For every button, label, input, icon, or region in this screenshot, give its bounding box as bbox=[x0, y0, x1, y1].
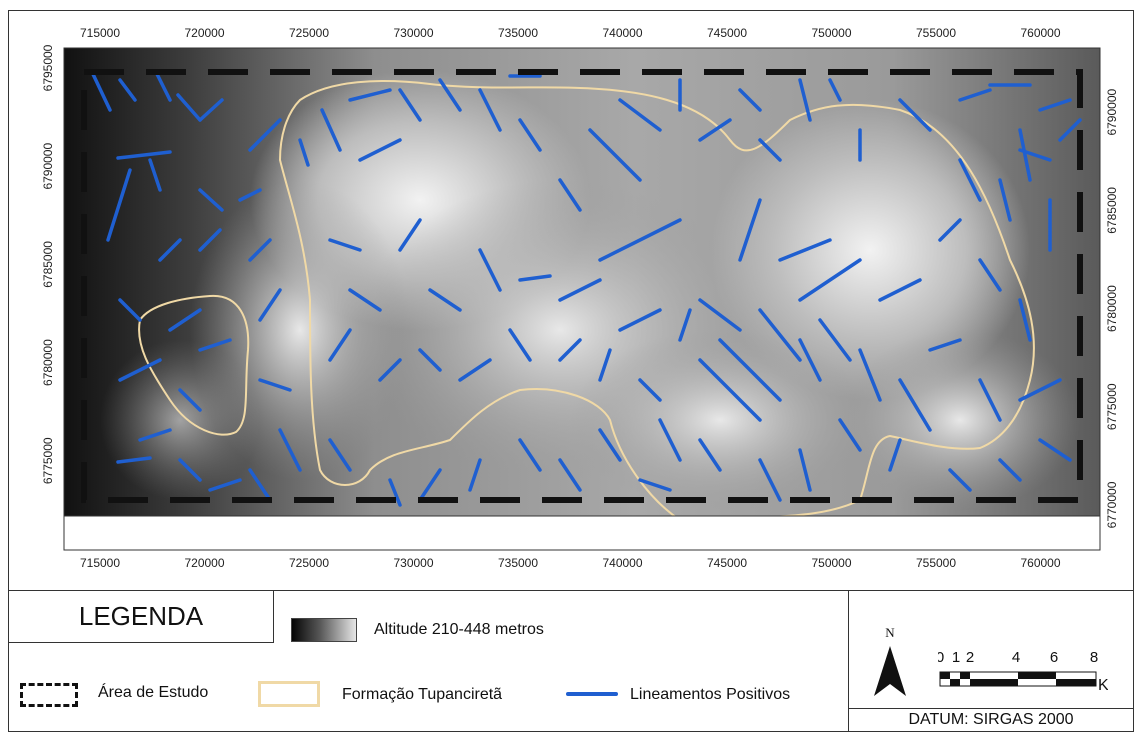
y-tick-label-right: 6790000 bbox=[1105, 89, 1119, 136]
map-panel: 715000 720000 725000 730000 735000 740000 7450… bbox=[41, 26, 1119, 570]
x-tick-label-top: 740000 bbox=[602, 26, 642, 40]
x-tick-label-bottom: 760000 bbox=[1020, 556, 1060, 570]
altitude-ramp bbox=[291, 618, 357, 642]
formation-label: Formação Tupanciretã bbox=[342, 686, 503, 703]
map-frame bbox=[8, 10, 1134, 732]
study-area-symbol bbox=[20, 683, 78, 707]
x-tick-label-top: 755000 bbox=[916, 26, 956, 40]
x-tick-label-top: 750000 bbox=[811, 26, 851, 40]
y-tick-label-left: 6795000 bbox=[41, 44, 55, 91]
lineaments-symbol bbox=[566, 692, 618, 696]
scale-tick-label: 1 bbox=[952, 649, 960, 666]
scale-tick-label: 0 bbox=[938, 649, 944, 666]
legend-divider bbox=[848, 590, 849, 732]
datum-label: DATUM: SIRGAS 2000 bbox=[908, 711, 1074, 728]
y-axis-left: 6795000 6790000 6785000 6780000 6775000 bbox=[41, 44, 55, 484]
y-tick-label-left: 6780000 bbox=[41, 339, 55, 386]
north-label: N bbox=[885, 625, 895, 640]
y-tick-label-left: 6775000 bbox=[41, 437, 55, 484]
scale-tick-label: 6 bbox=[1050, 649, 1058, 666]
x-tick-label-top: 715000 bbox=[80, 26, 120, 40]
north-arrow-icon: N bbox=[874, 625, 906, 696]
x-tick-label-bottom: 730000 bbox=[393, 556, 433, 570]
x-tick-label-bottom: 720000 bbox=[184, 556, 224, 570]
x-tick-label-top: 735000 bbox=[498, 26, 538, 40]
x-tick-label-bottom: 715000 bbox=[80, 556, 120, 570]
x-tick-label-bottom: 745000 bbox=[707, 556, 747, 570]
scale-unit: Km bbox=[1098, 677, 1108, 694]
legend-title: LEGENDA bbox=[8, 590, 274, 643]
x-tick-label-bottom: 725000 bbox=[289, 556, 329, 570]
y-tick-label-right: 6770000 bbox=[1105, 481, 1119, 528]
scale-bar: 012 4 6 8 Km bbox=[938, 649, 1108, 694]
formation-symbol bbox=[258, 681, 320, 707]
scale-bar-segments bbox=[939, 671, 1097, 687]
y-tick-label-left: 6790000 bbox=[41, 143, 55, 190]
x-tick-label-top: 730000 bbox=[393, 26, 433, 40]
x-axis-bottom: 715000 720000 725000 730000 735000 740000 7450… bbox=[80, 556, 1061, 570]
scale-tick-label: 2 bbox=[966, 649, 974, 666]
scale-tick-label: 8 bbox=[1090, 649, 1098, 666]
x-tick-label-top: 720000 bbox=[184, 26, 224, 40]
lineaments-positivos bbox=[90, 70, 1082, 507]
x-tick-label-top: 725000 bbox=[289, 26, 329, 40]
x-tick-label-bottom: 735000 bbox=[498, 556, 538, 570]
y-tick-label-right: 6780000 bbox=[1105, 285, 1119, 332]
x-tick-label-bottom: 755000 bbox=[916, 556, 956, 570]
lineaments-label: Lineamentos Positivos bbox=[630, 686, 791, 703]
altitude-label: Altitude 210-448 metros bbox=[374, 621, 544, 638]
formation-tupancireta bbox=[138, 80, 1035, 529]
scale-tick-label: 4 bbox=[1012, 649, 1020, 666]
study-area-label: Área de Estudo bbox=[98, 684, 209, 701]
y-tick-label-right: 6775000 bbox=[1105, 383, 1119, 430]
x-tick-label-top: 745000 bbox=[707, 26, 747, 40]
study-area-boundary bbox=[81, 69, 1083, 503]
y-tick-label-right: 6785000 bbox=[1105, 187, 1119, 234]
y-axis-right: 6790000 6785000 6780000 6775000 6770000 bbox=[1105, 89, 1119, 529]
datum-divider bbox=[848, 708, 1134, 709]
x-tick-label-top: 760000 bbox=[1020, 26, 1060, 40]
x-axis-top: 715000 720000 725000 730000 735000 740000 7450… bbox=[80, 26, 1061, 40]
x-tick-label-bottom: 750000 bbox=[811, 556, 851, 570]
x-tick-label-bottom: 740000 bbox=[602, 556, 642, 570]
y-tick-label-left: 6785000 bbox=[41, 241, 55, 288]
legend-top-border bbox=[8, 590, 1134, 591]
dem-raster bbox=[63, 47, 1101, 517]
